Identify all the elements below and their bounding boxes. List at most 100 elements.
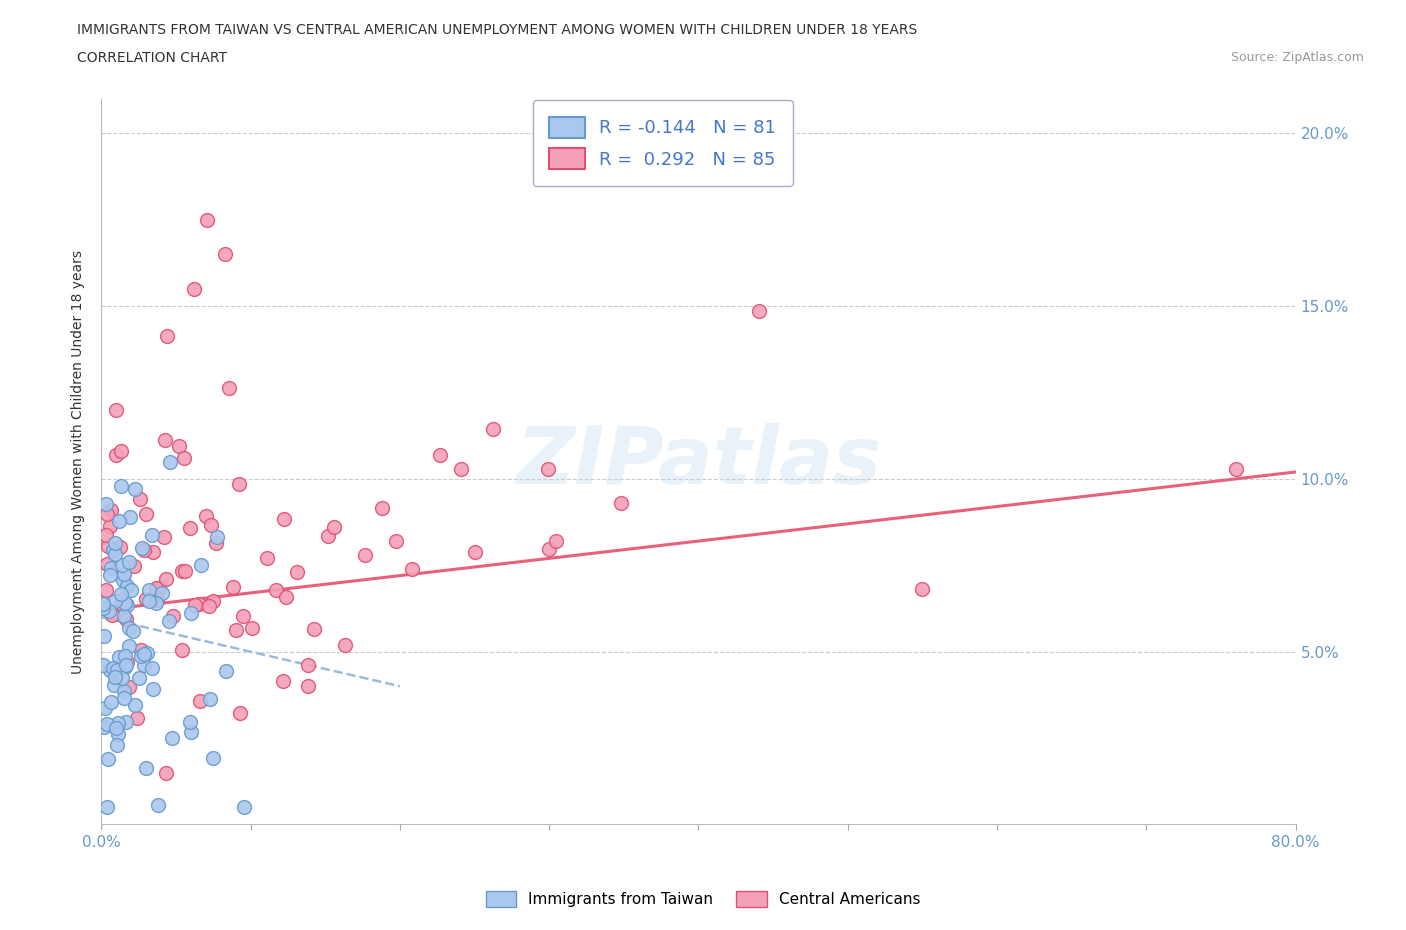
Point [108,539,131,554]
Point [120,509,142,524]
Point [103,670,125,684]
Point [333,637,356,652]
Point [187,596,209,611]
Point [180,724,202,739]
Point [304,621,326,636]
Point [117,679,139,694]
Point [538,541,561,556]
Point [114,612,136,627]
Point [183,598,205,613]
Point [297,679,319,694]
Point [118,620,141,635]
Point [100,502,122,517]
Point [97,751,120,766]
Point [91,597,114,612]
Point [114,659,136,674]
Point [115,655,138,670]
Point [103,678,125,693]
Point [135,591,157,606]
Point [105,737,128,752]
Point [107,663,129,678]
Point [142,545,165,560]
Point [142,682,165,697]
Point [104,593,127,608]
Point [129,643,152,658]
Point [225,622,247,637]
Legend: Immigrants from Taiwan, Central Americans: Immigrants from Taiwan, Central American… [479,884,927,913]
Point [610,495,633,510]
Point [101,542,124,557]
Point [214,246,236,261]
Point [131,540,153,555]
Point [97,539,120,554]
Point [107,726,129,741]
Point [160,731,183,746]
Point [112,609,135,624]
Point [215,664,238,679]
Point [112,684,135,698]
Point [120,583,142,598]
Point [124,481,146,496]
Text: CORRELATION CHART: CORRELATION CHART [77,51,228,65]
Point [316,528,339,543]
Point [232,800,254,815]
Point [537,461,560,476]
Point [162,608,184,623]
Point [91,658,114,672]
Point [273,512,295,526]
Point [115,658,138,672]
Point [110,587,132,602]
Point [94,700,117,715]
Point [98,662,121,677]
Text: IMMIGRANTS FROM TAIWAN VS CENTRAL AMERICAN UNEMPLOYMENT AMONG WOMEN WITH CHILDRE: IMMIGRANTS FROM TAIWAN VS CENTRAL AMERIC… [77,23,918,37]
Point [173,564,195,578]
Point [153,529,176,544]
Point [179,714,201,729]
Point [111,671,134,685]
Point [110,444,132,458]
Point [98,518,121,533]
Point [141,661,163,676]
Point [222,579,245,594]
Point [155,765,177,780]
Point [114,649,136,664]
Point [170,564,193,578]
Point [107,649,129,664]
Point [202,751,225,765]
Point [100,561,122,576]
Point [104,547,127,562]
Point [195,509,218,524]
Point [108,514,131,529]
Point [125,711,148,725]
Point [207,530,229,545]
Point [198,691,221,706]
Point [146,797,169,812]
Point [274,590,297,604]
Point [91,601,114,616]
Point [100,607,122,622]
Point [354,547,377,562]
Point [96,506,118,521]
Point [132,543,155,558]
Point [145,595,167,610]
Point [240,621,263,636]
Point [103,661,125,676]
Point [107,715,129,730]
Point [202,593,225,608]
Point [482,421,505,436]
Point [145,580,167,595]
Point [401,562,423,577]
Point [128,671,150,685]
Point [138,593,160,608]
Point [297,658,319,672]
Point [118,639,141,654]
Point [173,451,195,466]
Point [105,403,128,418]
Point [104,721,127,736]
Point [94,583,117,598]
Point [96,800,118,815]
Point [157,614,180,629]
Point [111,558,134,573]
Point [544,534,567,549]
Point [271,674,294,689]
